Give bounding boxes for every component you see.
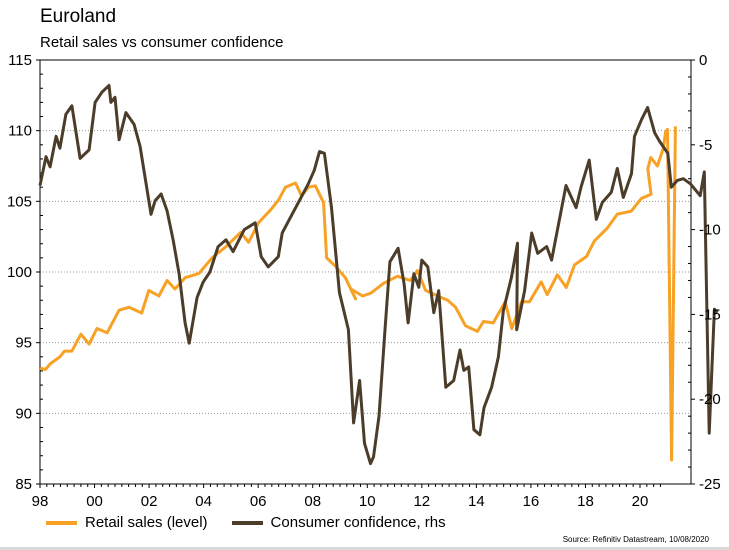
x-tick-label: 06 [250,493,267,510]
series-line-retail-sales [39,126,677,462]
left-tick-label: 105 [7,193,32,210]
x-tick-label: 98 [32,493,49,510]
chart-subtitle: Retail sales vs consumer confidence [40,34,284,51]
x-tick-label: 16 [523,493,540,510]
right-tick-label: -25 [699,476,721,493]
legend-swatch-retail-sales [46,520,77,525]
bottom-divider [0,547,729,550]
left-tick-label: 110 [8,123,32,140]
x-tick-label: 08 [304,493,321,510]
legend-swatch-consumer-confidence [231,520,263,525]
left-tick-label: 90 [15,405,32,422]
tick-labels: 85 90 95 100 105 110 115 -25 -20 -15 -10 -5 0 98 00 02 0… [7,52,721,510]
x-tick-label: 14 [468,493,485,510]
x-tick-label: 18 [577,493,594,510]
x-tick-label: 10 [359,493,376,510]
legend: Retail sales (level) Consumer confidence… [46,514,470,531]
legend-item-retail-sales: Retail sales (level) [46,514,208,531]
grid-lines [40,130,691,414]
legend-label-consumer-confidence: Consumer confidence, rhs [270,514,446,531]
x-tick-label: 20 [632,493,649,510]
legend-item-consumer-confidence: Consumer confidence, rhs [231,514,446,531]
series-line-consumer-confidence [38,83,719,466]
left-tick-label: 115 [8,52,32,69]
x-tick-label: 00 [86,493,103,510]
right-tick-label: -15 [699,306,721,323]
x-tick-label: 04 [195,493,212,510]
source-note: Source: Refinitiv Datastream, 10/08/2020 [562,535,709,544]
series-layer [38,83,719,466]
right-tick-label: -5 [699,137,712,154]
chart-title: Euroland [40,6,117,27]
x-tick-label: 02 [141,493,158,510]
axes [36,59,695,488]
left-tick-label: 95 [15,335,32,352]
x-tick-label: 12 [413,493,430,510]
legend-label-retail-sales: Retail sales (level) [85,514,208,531]
left-tick-label: 85 [15,476,32,493]
right-tick-label: 0 [699,52,707,69]
left-tick-label: 100 [7,264,32,281]
right-tick-label: -10 [699,222,721,239]
right-tick-label: -20 [699,391,721,408]
